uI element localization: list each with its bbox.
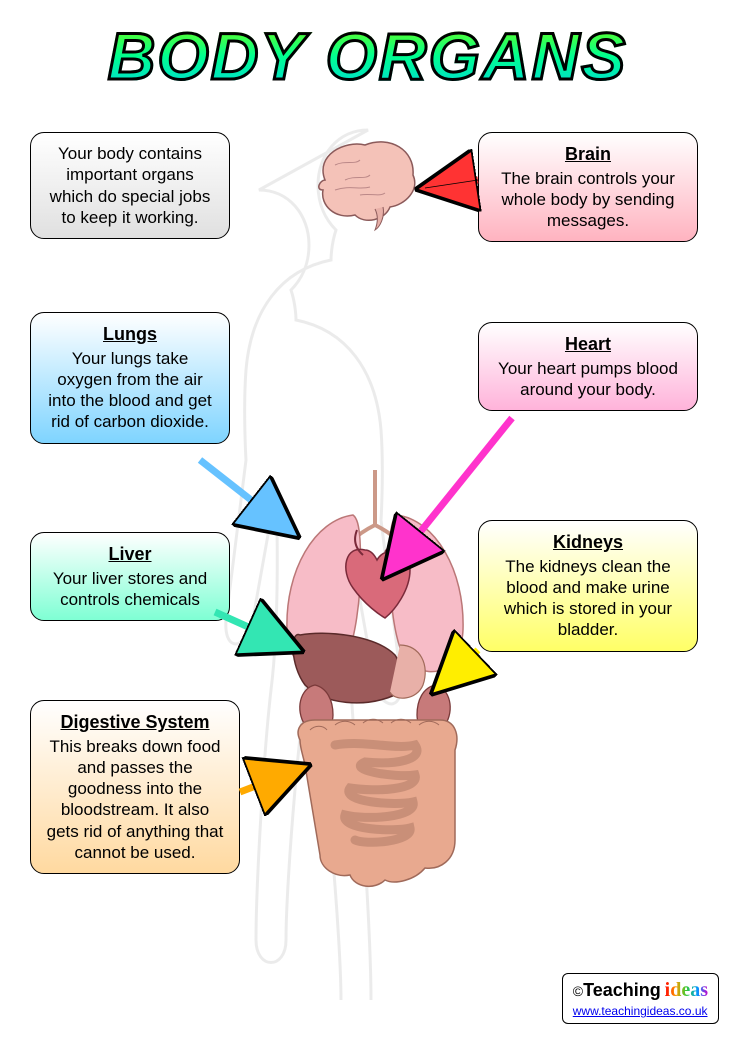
liver-arrow <box>215 612 295 648</box>
digestive-heading: Digestive System <box>45 711 225 734</box>
lungs-text: Your lungs take oxygen from the air into… <box>48 349 212 432</box>
kidneys-heading: Kidneys <box>493 531 683 554</box>
lungs-callout: Lungs Your lungs take oxygen from the ai… <box>30 312 230 444</box>
brain-organ <box>305 135 425 235</box>
heart-callout: Heart Your heart pumps blood around your… <box>478 322 698 411</box>
brand-main: Teaching <box>583 980 661 1000</box>
liver-callout: Liver Your liver stores and controls che… <box>30 532 230 621</box>
kidneys-text: The kidneys clean the blood and make uri… <box>504 557 672 640</box>
digestive-arrow <box>240 768 302 792</box>
lungs-heading: Lungs <box>45 323 215 346</box>
liver-heading: Liver <box>45 543 215 566</box>
kidneys-arrow <box>438 650 478 688</box>
heart-text: Your heart pumps blood around your body. <box>498 359 678 399</box>
brain-text: The brain controls your whole body by se… <box>501 169 675 231</box>
brain-arrow <box>425 180 478 188</box>
digestive-callout: Digestive System This breaks down food a… <box>30 700 240 874</box>
footer-url: www.teachingideas.co.uk <box>573 1004 708 1018</box>
heart-heading: Heart <box>493 333 683 356</box>
torso-organs <box>245 470 505 910</box>
liver-text: Your liver stores and controls chemicals <box>53 569 207 609</box>
brain-callout: Brain The brain controls your whole body… <box>478 132 698 242</box>
digestive-text: This breaks down food and passes the goo… <box>47 737 224 862</box>
brand-accent: ideas <box>665 979 708 1001</box>
copyright-symbol: © <box>573 983 583 999</box>
lungs-arrow <box>200 460 292 532</box>
kidneys-callout: Kidneys The kidneys clean the blood and … <box>478 520 698 652</box>
intro-callout: Your body contains important organs whic… <box>30 132 230 239</box>
intro-text: Your body contains important organs whic… <box>50 144 211 227</box>
page-title: BODY ORGANS <box>108 18 628 94</box>
brain-heading: Brain <box>493 143 683 166</box>
footer-credit: ©Teaching ideas www.teachingideas.co.uk <box>562 973 719 1024</box>
